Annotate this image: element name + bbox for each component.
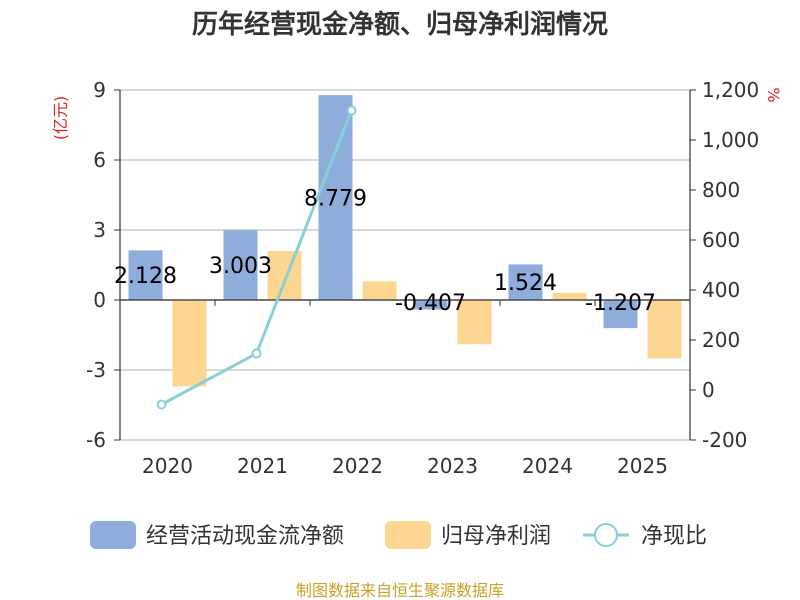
left-axis-unit: (亿元) (51, 96, 70, 141)
data-label-cashflow: 3.003 (209, 254, 272, 279)
right-tick-label: 1,000 (702, 128, 759, 152)
chart-title: 历年经营现金净额、归母净利润情况 (192, 9, 608, 40)
legend-label: 归母净利润 (441, 524, 551, 549)
x-tick-label: 2021 (237, 454, 288, 478)
data-label-cashflow: 8.779 (304, 187, 367, 212)
legend-swatch (90, 521, 136, 549)
legend-label: 经营活动现金流净额 (146, 524, 344, 549)
bar-cashflow-2023 (413, 300, 448, 310)
ratio-point (156, 399, 167, 410)
data-label-cashflow: 2.128 (114, 264, 177, 289)
left-tick-label: 6 (93, 148, 106, 172)
bar-netprofit-2025 (647, 300, 682, 359)
bar-cashflow-2021 (223, 229, 258, 300)
grid-lines (120, 89, 690, 441)
right-tick-label: 600 (702, 228, 740, 252)
x-tick-label: 2024 (522, 454, 573, 478)
bar-netprofit-2022 (362, 281, 397, 300)
right-tick-label: 0 (702, 378, 715, 402)
x-tick-label: 2025 (617, 454, 668, 478)
bars-group (128, 95, 682, 387)
bar-netprofit-2021 (267, 251, 302, 300)
bar-cashflow-2022 (318, 95, 353, 300)
bar-cashflow-2020 (128, 250, 163, 300)
left-tick-label: -6 (86, 428, 106, 452)
ratio-point (346, 105, 357, 116)
data-label-cashflow: -1.207 (585, 291, 656, 316)
bar-netprofit-2020 (172, 300, 207, 387)
x-tick-label: 2023 (427, 454, 478, 478)
legend-marker (594, 523, 618, 547)
ratio-line-group (156, 105, 357, 410)
legend-label: 净现比 (641, 524, 707, 549)
right-tick-label: 400 (702, 278, 740, 302)
left-tick-label: -3 (86, 358, 106, 382)
left-tick-label: 0 (93, 288, 106, 312)
axes-group: 9 6 3 0 -3 -6 1,200 1,000 800 600 400 200 0 -200 (亿元)%… (51, 78, 783, 478)
bar-netprofit-2023 (457, 300, 492, 345)
right-tick-label: 200 (702, 328, 740, 352)
x-tick-label: 2022 (332, 454, 383, 478)
bar-cashflow-2024 (508, 264, 543, 300)
legend-swatch (385, 521, 431, 549)
source-note: 制图数据来自恒生聚源数据库 (296, 581, 504, 600)
left-tick-label: 9 (93, 78, 106, 102)
data-label-cashflow: 1.524 (494, 271, 557, 296)
data-labels-group: 2.128 3.003 8.779 -0.407 1.524 -1.207 (114, 187, 656, 316)
right-tick-label: -200 (702, 428, 747, 452)
right-axis-unit: % (764, 87, 783, 102)
right-tick-label: 800 (702, 178, 740, 202)
legend: 经营活动现金流净额 归母净利润 净现比 (90, 521, 707, 549)
left-tick-label: 3 (93, 218, 106, 242)
bar-cashflow-2025 (603, 300, 638, 329)
data-label-cashflow: -0.407 (395, 291, 466, 316)
bar-netprofit-2024 (552, 293, 587, 300)
right-tick-label: 1,200 (702, 78, 759, 102)
ratio-point (251, 348, 262, 359)
x-tick-label: 2020 (142, 454, 193, 478)
